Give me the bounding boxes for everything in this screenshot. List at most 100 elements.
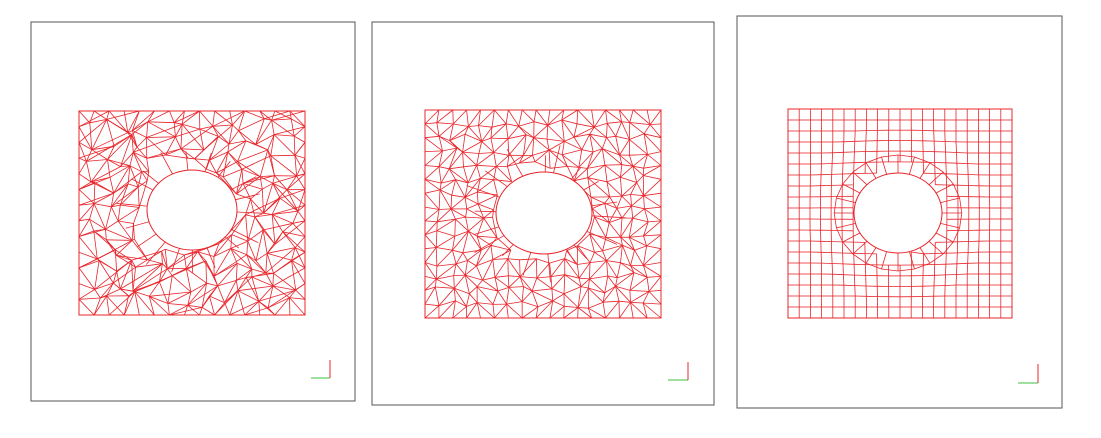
panel-1-axis-triad xyxy=(311,360,330,378)
mesh-edge xyxy=(650,110,661,125)
mesh-edge xyxy=(134,208,140,224)
mesh-edge xyxy=(452,250,462,253)
mesh-edge xyxy=(463,253,468,261)
mesh-edge xyxy=(166,149,181,155)
mesh-edge xyxy=(630,290,649,291)
mesh-edge xyxy=(465,197,478,204)
mesh-edge xyxy=(165,249,184,255)
mesh-edge xyxy=(256,261,266,273)
mesh-edge xyxy=(617,208,622,218)
mesh-edge xyxy=(853,254,866,263)
mesh-edge xyxy=(79,119,107,142)
mesh-edge xyxy=(169,111,174,123)
mesh-edge xyxy=(477,192,478,204)
mesh-edge xyxy=(477,280,483,287)
mesh-edge xyxy=(273,273,274,286)
mesh-edge xyxy=(588,302,603,308)
mesh-edge xyxy=(479,126,493,128)
mesh-edge xyxy=(520,260,521,277)
mesh-edge xyxy=(469,287,477,294)
mesh-edge xyxy=(603,302,605,318)
mesh-edge xyxy=(605,197,610,203)
mesh-edge xyxy=(537,259,550,263)
mesh-edge xyxy=(223,169,242,177)
mesh-edge xyxy=(449,152,462,169)
mesh-edge xyxy=(479,110,495,126)
mesh-edge xyxy=(148,122,176,137)
mesh-edge xyxy=(236,269,252,280)
mesh-edge xyxy=(106,229,107,240)
mesh-edge xyxy=(564,275,565,294)
mesh-edge xyxy=(79,161,86,173)
mesh-edge xyxy=(494,110,506,124)
mesh-edge xyxy=(272,120,275,134)
mesh-edge xyxy=(534,125,548,138)
mesh-edge xyxy=(644,209,661,221)
mesh-edge xyxy=(425,123,437,124)
mesh-edge xyxy=(620,166,633,177)
mesh-edge xyxy=(436,231,437,248)
mesh-edge xyxy=(537,278,552,289)
mesh-edge xyxy=(833,152,844,153)
mesh-edge xyxy=(271,156,297,176)
mesh-edge xyxy=(535,150,549,162)
mesh-edge xyxy=(607,122,621,124)
mesh-edge xyxy=(274,260,292,273)
mesh-edge xyxy=(147,122,148,138)
mesh-edge xyxy=(494,153,509,156)
mesh-edge xyxy=(218,263,238,286)
mesh-edge xyxy=(238,150,268,162)
mesh-edge xyxy=(524,287,533,291)
mesh-edge xyxy=(945,285,956,286)
mesh-edge xyxy=(509,287,522,301)
mesh-edge xyxy=(532,278,537,291)
mesh-edge xyxy=(649,291,661,304)
mesh-edge xyxy=(834,213,836,228)
mesh-edge xyxy=(425,304,439,306)
mesh-edge xyxy=(477,153,494,166)
mesh-edge xyxy=(162,249,166,251)
mesh-edge xyxy=(455,219,456,236)
mesh-edge xyxy=(648,152,662,155)
mesh-edge xyxy=(587,152,593,168)
mesh-edge xyxy=(478,195,497,204)
mesh-edge xyxy=(97,250,115,259)
mesh-edge xyxy=(564,287,581,294)
mesh-edge xyxy=(466,209,467,217)
mesh-edge xyxy=(90,111,94,123)
mesh-edge xyxy=(95,261,99,290)
mesh-edge xyxy=(562,141,564,154)
mesh-edge xyxy=(522,291,532,302)
mesh-edge xyxy=(464,165,477,167)
mesh-edge xyxy=(553,294,564,301)
mesh-edge xyxy=(474,236,504,253)
mesh-edge xyxy=(118,221,133,224)
mesh-edge xyxy=(271,155,295,156)
mesh-edge xyxy=(425,248,436,263)
mesh-edge xyxy=(200,307,203,315)
mesh-edge xyxy=(452,250,456,264)
mesh-edge xyxy=(550,166,567,168)
mesh-edge xyxy=(617,263,620,278)
mesh-edge xyxy=(142,172,148,181)
mesh-edge xyxy=(465,134,482,141)
mesh-edge xyxy=(128,184,138,187)
mesh-edge xyxy=(437,250,453,266)
mesh-edge xyxy=(94,183,95,204)
mesh-edge xyxy=(436,248,452,251)
mesh-edge xyxy=(507,304,523,318)
mesh-edge xyxy=(522,302,538,307)
mesh-edge xyxy=(266,253,267,273)
mesh-edge xyxy=(493,304,494,318)
mesh-edge xyxy=(293,211,298,223)
mesh-edge xyxy=(533,155,536,161)
mesh-edge xyxy=(477,236,497,237)
mesh-edge xyxy=(296,290,305,299)
panel-2-axis-triad xyxy=(668,362,688,380)
mesh-edge xyxy=(550,259,565,264)
mesh-edge xyxy=(866,248,876,264)
mesh-edge xyxy=(138,187,139,208)
mesh-edge xyxy=(451,197,465,209)
mesh-edge xyxy=(606,223,609,238)
mesh-edge xyxy=(603,301,619,302)
